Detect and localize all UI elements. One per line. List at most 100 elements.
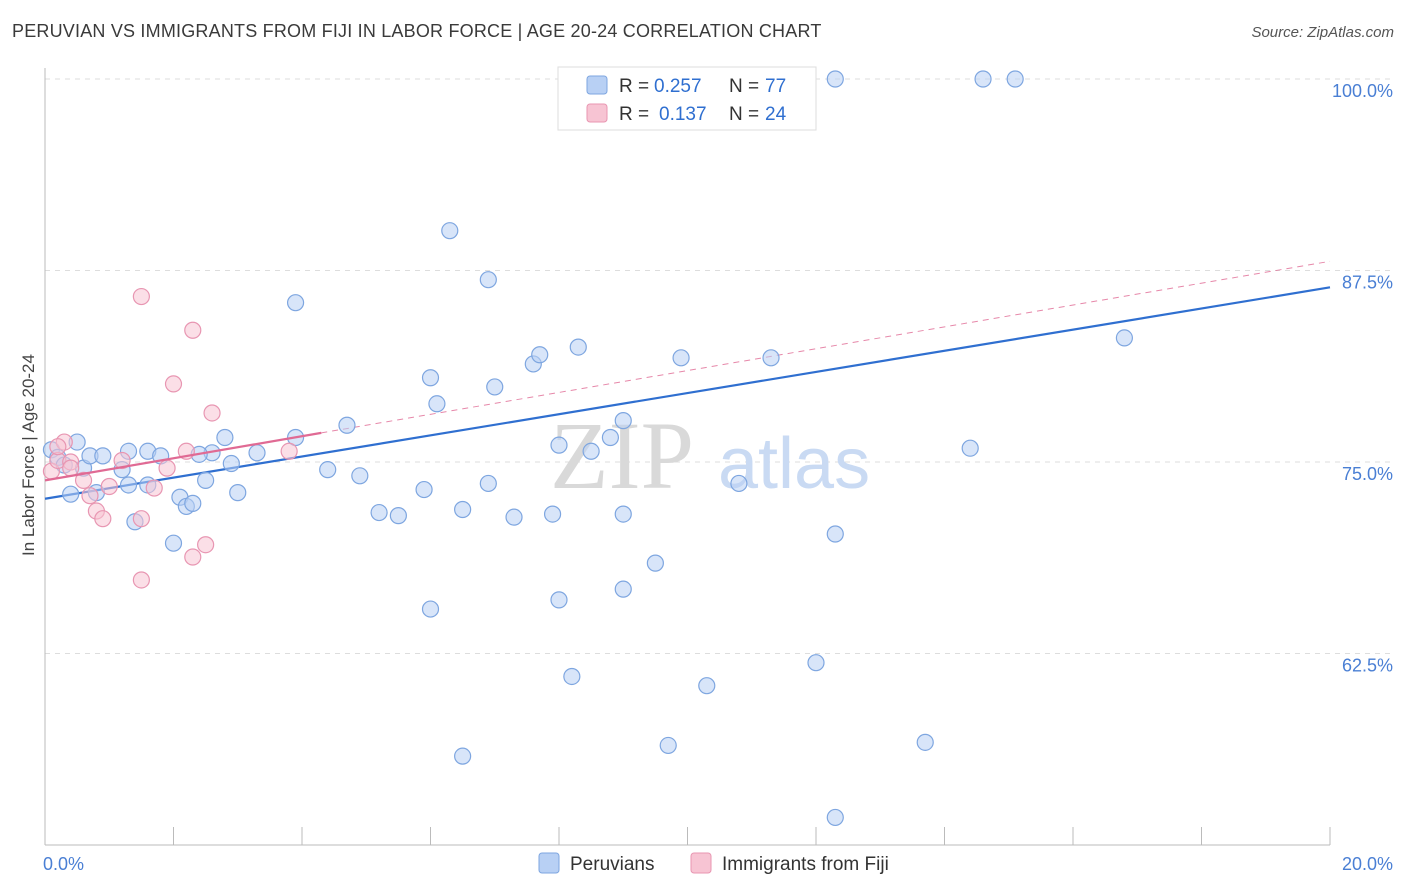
fiji-point (184, 321, 202, 339)
series-legend: Peruvians Immigrants from Fiji (538, 852, 889, 875)
peruvians-point (94, 447, 112, 465)
peruvians-point (550, 436, 568, 454)
peruvians-point (531, 346, 549, 364)
y-tick-label: 62.5% (1342, 656, 1393, 676)
bottom-legend-peruvians: Peruvians (570, 854, 655, 875)
peruvians-point (389, 507, 407, 525)
peruvians-point (762, 349, 780, 367)
y-axis-title: In Labor Force | Age 20-24 (19, 354, 38, 556)
peruvians-point (479, 271, 497, 289)
peruvians-point (646, 554, 664, 572)
peruvians-point (222, 454, 240, 473)
peruvians-point (1006, 70, 1024, 88)
peruvians-point (216, 428, 234, 447)
fiji-trend-extension (321, 260, 1331, 434)
peruvians-point (441, 222, 459, 240)
bottom-legend-swatch-peruvians (538, 852, 560, 874)
legend-n-value-1: 77 (765, 76, 786, 97)
peruvians-point (672, 349, 690, 367)
peruvians-point (698, 677, 716, 695)
peruvians-point (826, 525, 844, 543)
peruvians-point (370, 503, 388, 522)
peruvians-point (421, 600, 440, 618)
fiji-points (42, 287, 322, 589)
peruvians-point (614, 580, 632, 598)
peruvians-point (916, 733, 934, 751)
peruvians-point (505, 508, 523, 526)
peruvians-point (454, 747, 472, 765)
fiji-point (197, 536, 215, 554)
legend-n-value-2: 24 (765, 104, 787, 125)
peruvians-point (550, 591, 568, 609)
fiji-point (132, 571, 150, 589)
peruvians-point (428, 395, 446, 413)
peruvians-point (730, 474, 748, 493)
peruvians-point (826, 808, 844, 827)
peruvians-point (119, 476, 138, 494)
peruvians-point (164, 534, 183, 552)
peruvians-point (659, 736, 677, 755)
fiji-point (280, 442, 298, 460)
peruvians-point (415, 480, 433, 499)
legend-r-label-1: R = (619, 76, 649, 97)
peruvians-point (807, 654, 825, 672)
fiji-point (145, 479, 163, 497)
legend-r-value-2: 0.137 (659, 104, 707, 125)
bottom-legend-fiji: Immigrants from Fiji (722, 854, 889, 875)
y-tick-label: 75.0% (1342, 464, 1393, 484)
legend-r-label-2: R = (619, 104, 649, 125)
peruvians-point (62, 485, 80, 503)
fiji-point (100, 477, 118, 496)
fiji-point (203, 404, 221, 422)
peruvians-point (486, 378, 504, 396)
grid-lines (45, 78, 1395, 654)
peruvians-trend-line (44, 286, 1331, 500)
bottom-legend-swatch-fiji (690, 852, 712, 874)
peruvians-point (479, 474, 497, 493)
legend-n-label-1: N = (729, 76, 759, 97)
fiji-point (158, 459, 176, 477)
peruvians-point (351, 467, 369, 485)
correlation-legend: R = 0.257 N = 77 R = 0.137 N = 24 (557, 66, 817, 131)
peruvians-point (961, 439, 979, 457)
peruvians-point (563, 667, 581, 686)
legend-r-value-1: 0.257 (654, 76, 702, 97)
fiji-point (81, 487, 99, 505)
source-label: Source: ZipAtlas.com (1251, 24, 1394, 41)
fiji-point (132, 510, 150, 528)
fiji-point (164, 375, 183, 393)
peruvians-point (543, 505, 562, 523)
peruvians-point (826, 70, 844, 88)
y-tick-label: 100.0% (1332, 81, 1393, 101)
legend-swatch-fiji (586, 103, 608, 123)
peruvians-point (614, 412, 632, 430)
peruvians-point (248, 444, 266, 462)
peruvians-point (421, 369, 440, 387)
peruvians-point (601, 428, 620, 447)
peruvians-point (286, 294, 305, 312)
chart-title: PERUVIAN VS IMMIGRANTS FROM FIJI IN LABO… (12, 21, 822, 41)
peruvians-point (184, 494, 202, 512)
fiji-point (184, 548, 202, 566)
fiji-point (113, 451, 131, 470)
peruvians-point (454, 500, 472, 519)
fiji-point (74, 471, 93, 489)
y-tick-label: 87.5% (1342, 273, 1393, 293)
watermark-atlas: atlas (718, 424, 870, 504)
legend-n-label-2: N = (729, 104, 759, 125)
axes (44, 68, 1331, 846)
peruvians-point (338, 416, 356, 434)
fiji-trend-line (44, 431, 322, 482)
peruvians-point (319, 461, 337, 479)
tick-labels: 62.5% 75.0% 87.5% 100.0% 0.0% 20.0% (43, 81, 1393, 874)
peruvians-point (614, 505, 632, 523)
peruvians-point (569, 338, 587, 356)
fiji-point (62, 459, 80, 477)
legend-swatch-peruvians (586, 75, 608, 95)
peruvians-point (197, 471, 215, 489)
x-tick-label: 20.0% (1342, 854, 1393, 874)
peruvians-point (229, 484, 247, 502)
peruvians-point (582, 442, 600, 460)
fiji-point (49, 438, 67, 456)
fiji-point (94, 510, 112, 528)
